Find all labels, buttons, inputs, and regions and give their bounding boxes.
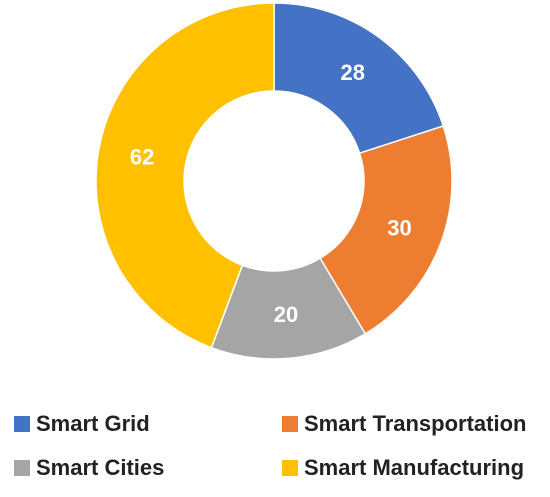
- legend-label-smart-manufacturing: Smart Manufacturing: [304, 455, 525, 480]
- donut-slice-smart-transportation[interactable]: [319, 125, 453, 335]
- data-label-smart-grid: 28: [341, 60, 365, 85]
- legend-swatch-smart-transportation: [282, 416, 298, 432]
- donut-slices: [95, 2, 453, 360]
- donut-slice-smart-grid[interactable]: [273, 2, 445, 155]
- legend-swatch-smart-grid: [14, 416, 30, 432]
- chart-legend: Smart Grid Smart Transportation Smart Ci…: [0, 404, 550, 494]
- legend-label-smart-grid: Smart Grid: [36, 411, 150, 436]
- legend-item-smart-transportation[interactable]: Smart Transportation: [282, 404, 526, 444]
- legend-item-smart-grid[interactable]: Smart Grid: [14, 404, 150, 444]
- legend-label-smart-cities: Smart Cities: [36, 455, 165, 480]
- legend-item-smart-manufacturing[interactable]: Smart Manufacturing: [282, 448, 524, 488]
- donut-data-labels: 28 30 20 62: [130, 60, 412, 327]
- legend-label-smart-transportation: Smart Transportation: [304, 411, 527, 436]
- legend-item-smart-cities[interactable]: Smart Cities: [14, 448, 164, 488]
- donut-slice-smart-manufacturing[interactable]: [95, 2, 275, 349]
- data-label-smart-cities: 20: [274, 302, 298, 327]
- donut-chart: 28 30 20 62: [95, 2, 453, 360]
- legend-swatch-smart-cities: [14, 460, 30, 476]
- legend-swatch-smart-manufacturing: [282, 460, 298, 476]
- data-label-smart-transportation: 30: [387, 216, 411, 241]
- data-label-smart-manufacturing: 62: [130, 145, 154, 170]
